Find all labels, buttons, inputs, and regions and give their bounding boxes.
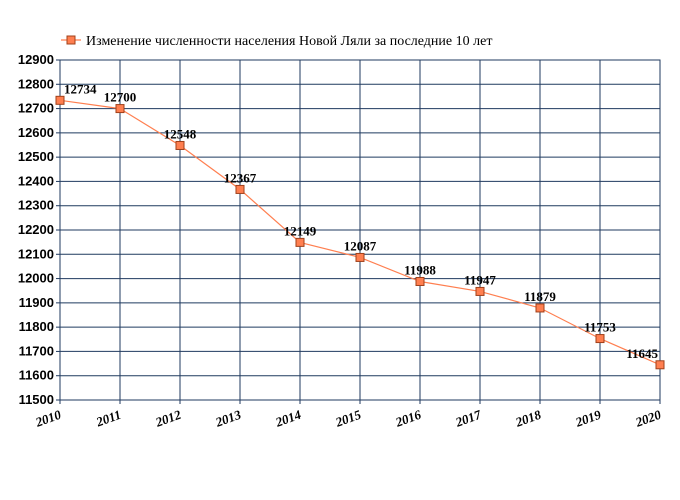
data-point-marker: [55, 95, 65, 105]
data-label: 12149: [284, 223, 317, 238]
y-tick-label: 12600: [18, 125, 54, 140]
legend-series-marker: [61, 35, 81, 45]
x-tick-label: 2017: [453, 407, 484, 431]
y-axis-ticks: 11500 11600 11700 11800 11900 12000 12100 12200…: [18, 52, 54, 407]
y-tick-label: 12500: [18, 149, 54, 164]
y-tick-label: 11500: [19, 392, 54, 407]
series-line-group: [55, 95, 665, 370]
data-label: 12734: [64, 81, 97, 96]
x-tick-label: 2015: [333, 407, 364, 431]
legend-series-label: Изменение численности населения Новой Ля…: [86, 34, 492, 49]
x-tick-label: 2011: [93, 407, 123, 430]
data-point-marker: [415, 276, 425, 286]
x-tick-label: 2019: [573, 407, 604, 431]
x-tick-label: 2012: [153, 407, 184, 431]
y-tick-label: 12000: [18, 271, 54, 286]
data-point-marker: [655, 360, 665, 370]
x-tick-label: 2010: [33, 407, 64, 431]
y-tick-label: 12200: [18, 222, 54, 237]
y-tick-label: 11600: [19, 368, 54, 383]
data-point-marker: [355, 252, 365, 262]
data-label: 11753: [584, 320, 616, 335]
x-axis-ticks: 2010 2011 2012 2013 2014 2015 2016 2017 2018 2019…: [33, 407, 664, 431]
data-labels: 12734 12700 12548 12367 12149 12087 11988 11947…: [64, 81, 658, 360]
x-tick-label: 2014: [273, 407, 304, 431]
data-point-marker: [175, 140, 185, 150]
data-point-marker: [295, 237, 305, 247]
data-label: 12367: [224, 170, 257, 185]
data-label: 11988: [404, 262, 436, 277]
y-tick-label: 11900: [19, 295, 54, 310]
chart-legend: Изменение численности населения Новой Ля…: [61, 34, 492, 49]
y-tick-label: 11800: [19, 319, 54, 334]
data-label: 11947: [464, 272, 496, 287]
data-label: 12548: [164, 126, 197, 141]
data-point-marker: [235, 184, 245, 194]
y-tick-label: 12700: [18, 101, 54, 116]
grid-lines: [56, 59, 661, 404]
y-tick-label: 11700: [19, 343, 54, 358]
data-label: 11879: [524, 289, 556, 304]
y-tick-label: 12800: [18, 76, 54, 91]
y-tick-label: 12400: [18, 173, 54, 188]
data-point-marker: [595, 334, 605, 344]
data-point-marker: [535, 303, 545, 313]
y-tick-label: 12100: [18, 246, 54, 261]
data-label: 12700: [104, 90, 137, 105]
y-tick-label: 12300: [18, 198, 54, 213]
x-tick-label: 2020: [633, 407, 664, 431]
x-tick-label: 2018: [513, 407, 544, 431]
data-label: 11645: [626, 346, 658, 361]
data-label: 12087: [344, 238, 377, 253]
x-tick-label: 2013: [213, 407, 244, 431]
x-tick-label: 2016: [393, 407, 424, 431]
legend-marker-sample: [66, 35, 76, 45]
data-point-marker: [115, 104, 125, 114]
y-tick-label: 12900: [18, 52, 54, 67]
data-point-marker: [475, 286, 485, 296]
